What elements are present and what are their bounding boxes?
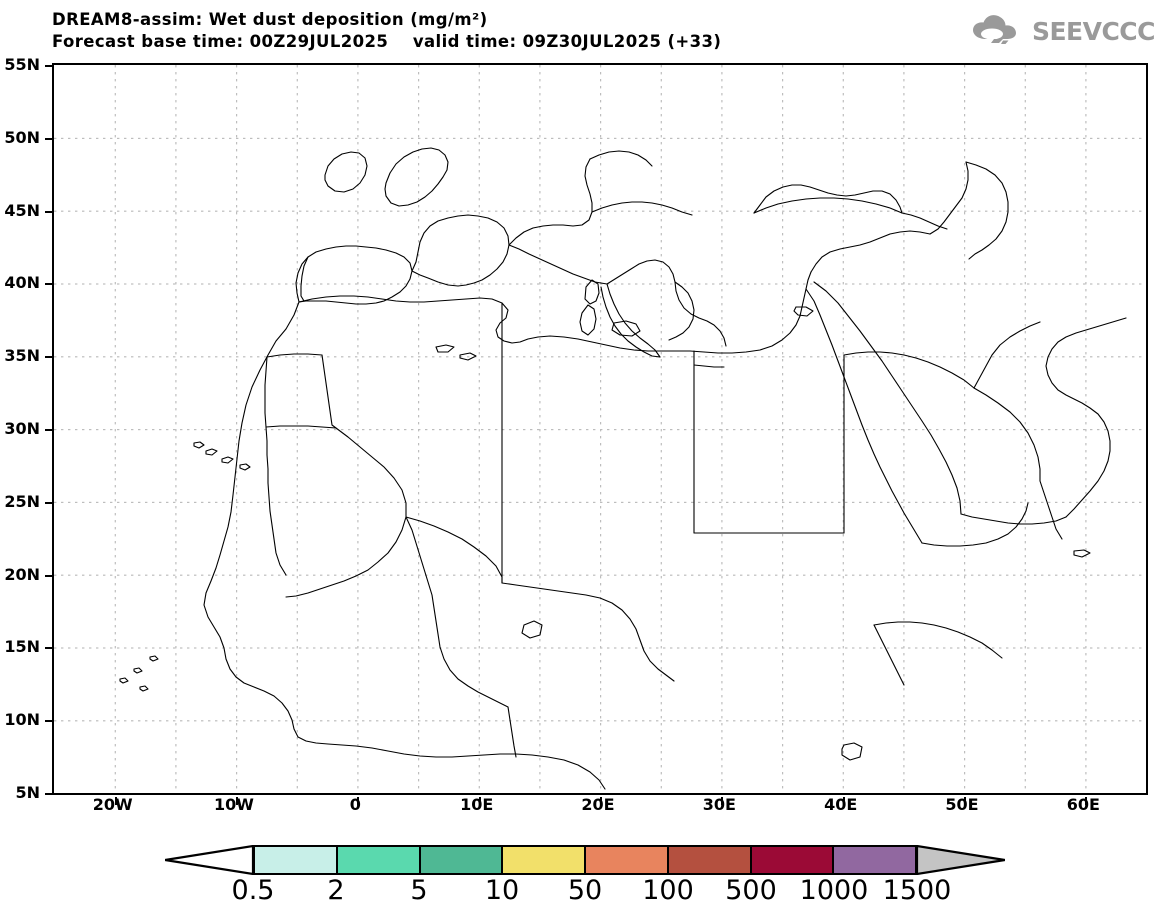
y-axis-label-5n: 5N — [15, 783, 40, 802]
y-tick-5n — [45, 793, 54, 795]
colorbar: 0.5 2 5 10 50 100 500 1000 1500 — [165, 845, 1005, 904]
colorbar-segment-1 — [335, 845, 419, 875]
y-axis-label-45n: 45N — [4, 200, 40, 220]
x-axis-label-50e: 50E — [945, 795, 979, 814]
x-tick-60e — [1085, 797, 1088, 805]
y-tick-55n — [45, 65, 54, 67]
y-tick-45n — [45, 210, 54, 213]
colorbar-segment-3 — [501, 845, 584, 875]
y-tick-20n — [45, 574, 54, 577]
x-axis-label-20w: 20W — [92, 795, 133, 814]
colorbar-label-1: 2 — [327, 875, 345, 906]
x-tick-40e — [842, 797, 845, 805]
y-tick-35n — [45, 356, 54, 359]
y-axis-label-30n: 30N — [4, 419, 40, 438]
x-axis-label-20e: 20E — [581, 795, 615, 814]
colorbar-segment-6 — [749, 845, 833, 875]
chart-title: DREAM8-assim: Wet dust deposition (mg/m²… — [52, 10, 488, 29]
x-tick-20e — [600, 797, 602, 805]
x-axis-label-30e: 30E — [702, 795, 736, 814]
y-axis-label-10n: 10N — [4, 710, 40, 730]
y-axis-label-20n: 20N — [4, 564, 40, 584]
chart-header: DREAM8-assim: Wet dust deposition (mg/m²… — [52, 9, 721, 53]
x-tick-50e — [964, 797, 966, 805]
chart-subtitle: Forecast base time: 00Z29JUL2025 valid t… — [52, 32, 722, 51]
x-tick-30e — [721, 797, 724, 805]
x-axis-label-10w: 10W — [214, 795, 254, 814]
y-tick-30n — [45, 429, 54, 431]
y-axis-label-40n: 40N — [4, 273, 40, 293]
colorbar-label-5: 100 — [642, 875, 694, 906]
y-tick-25n — [45, 501, 54, 504]
colorbar-over-arrow — [917, 845, 1005, 875]
colorbar-label-3: 10 — [484, 875, 520, 906]
map-coastlines — [119, 147, 1127, 790]
y-tick-50n — [45, 137, 54, 140]
y-tick-40n — [45, 283, 54, 286]
colorbar-segment-0 — [253, 845, 336, 875]
colorbar-label-8: 1500 — [882, 875, 952, 906]
colorbar-label-4: 50 — [567, 875, 603, 906]
x-axis-label-40e: 40E — [824, 795, 858, 814]
colorbar-segments — [253, 845, 917, 875]
colorbar-label-2: 5 — [410, 875, 428, 906]
y-axis-label-35n: 35N — [4, 346, 40, 366]
y-tick-15n — [45, 647, 54, 650]
x-axis-label-10e: 10E — [460, 795, 494, 814]
y-axis-label-15n: 15N — [4, 637, 40, 657]
colorbar-segment-7 — [832, 845, 917, 875]
x-tick-0 — [357, 797, 360, 805]
y-axis-label-25n: 25N — [4, 491, 40, 511]
colorbar-label-6: 500 — [725, 875, 777, 906]
logo-text: SEEVCCC — [1031, 16, 1156, 46]
x-axis-label-60e: 60E — [1066, 795, 1100, 814]
x-tick-20w — [114, 797, 117, 805]
map-plot-area[interactable]: 55N 50N 45N 40N 35N 30N 25N 20N 15N 10N … — [4, 57, 1148, 805]
y-axis-label-55n: 55N — [4, 55, 40, 74]
cloud-icon — [970, 13, 1026, 49]
x-axis-label-0: 0 — [349, 795, 361, 814]
colorbar-under-arrow — [165, 845, 253, 875]
colorbar-label-7: 1000 — [799, 875, 869, 906]
seevccc-logo: SEEVCCC — [970, 13, 1156, 49]
y-axis-label-50n: 50N — [4, 127, 40, 147]
x-tick-10e — [478, 797, 481, 805]
colorbar-segment-2 — [418, 845, 502, 875]
colorbar-label-0: 0.5 — [231, 875, 275, 906]
x-tick-10w — [236, 797, 238, 805]
y-tick-10n — [45, 720, 54, 723]
colorbar-segment-4 — [584, 845, 667, 875]
colorbar-segment-5 — [666, 845, 750, 875]
